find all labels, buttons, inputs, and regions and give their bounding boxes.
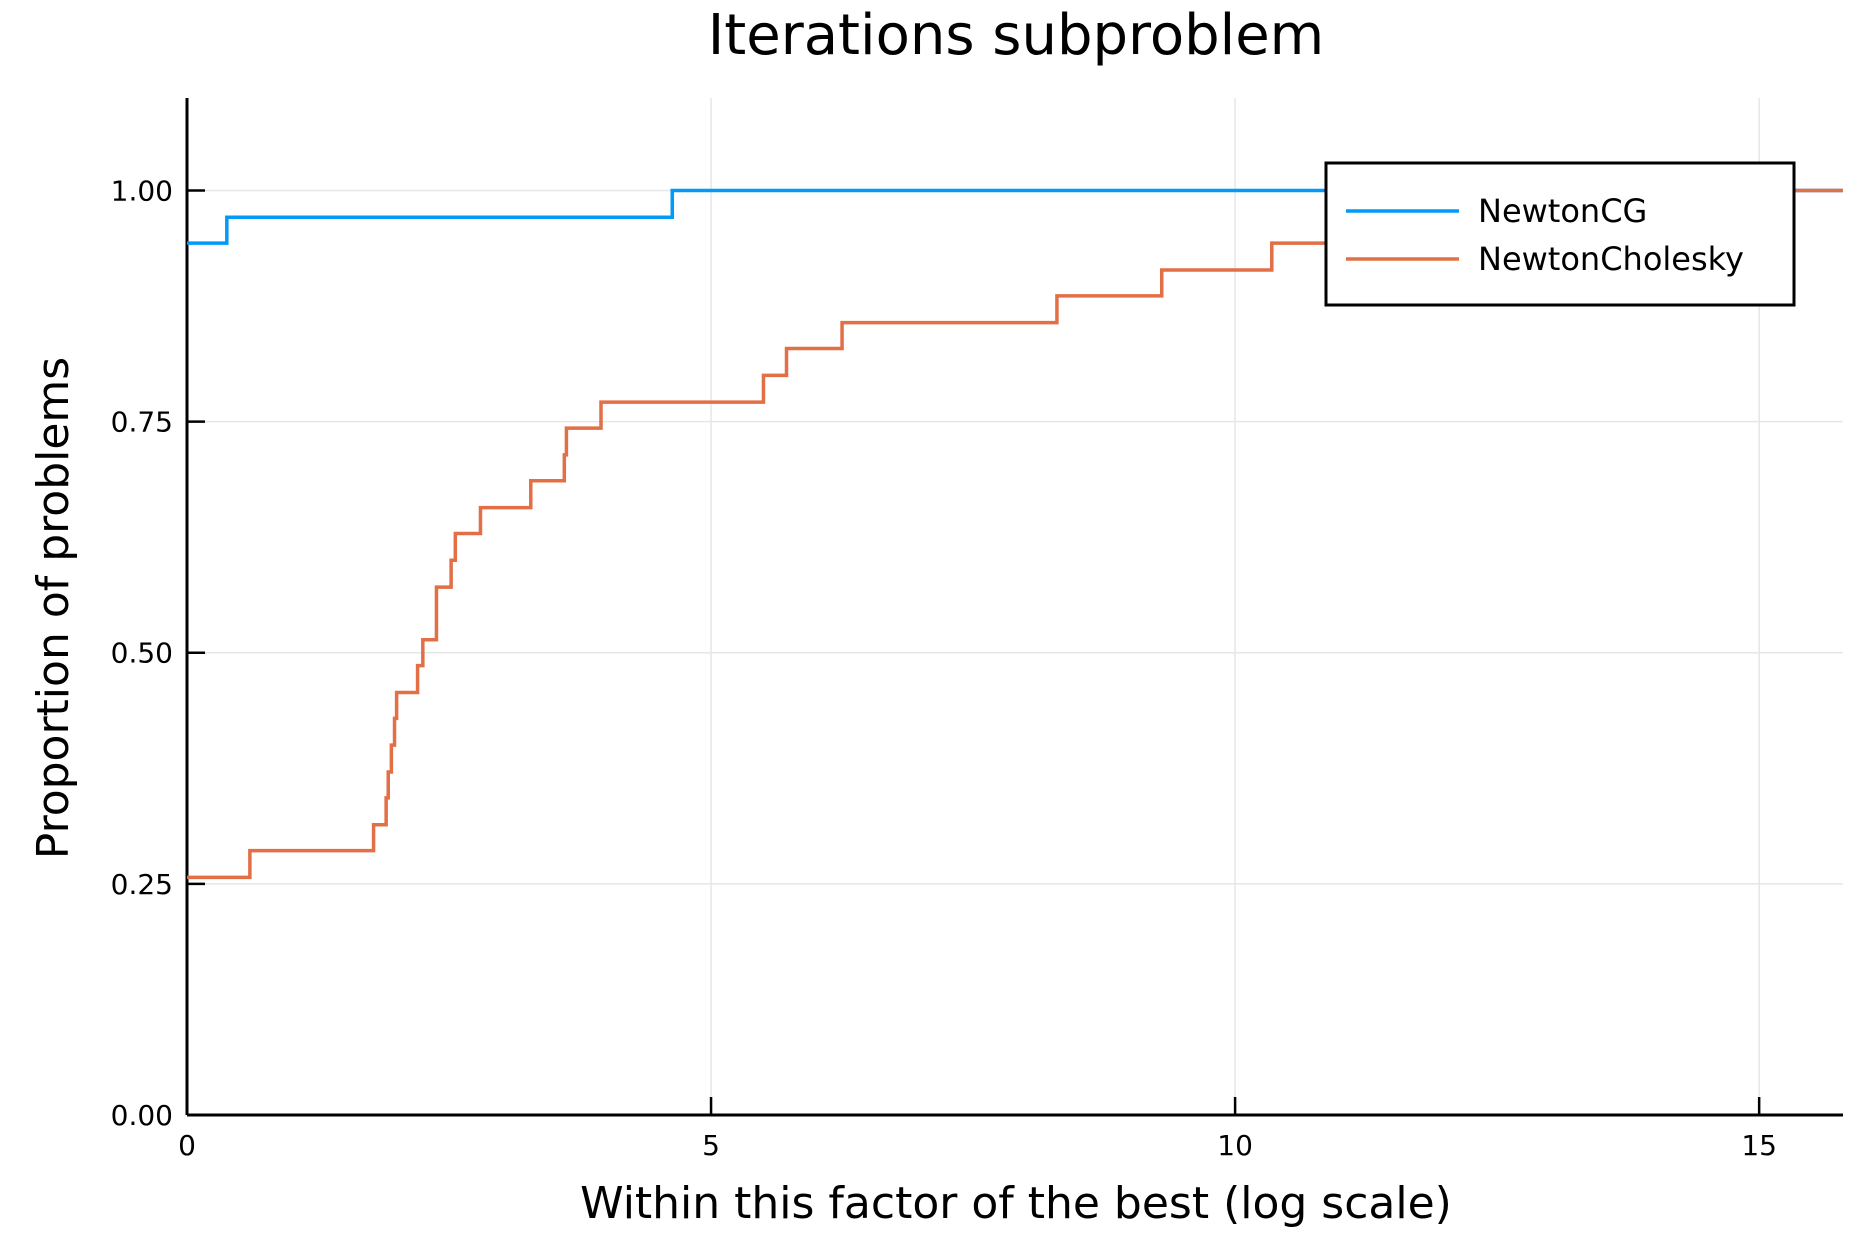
x-tick-label: 10	[1217, 1129, 1253, 1162]
legend-box	[1324, 161, 1796, 307]
y-tick-label: 0.75	[111, 406, 173, 439]
tick-labels: 0 5 10 15 0.00 0.25 0.50 0.75 1.00	[111, 174, 1777, 1162]
y-tick-label: 0.50	[111, 637, 173, 670]
legend-label-newtoncholesky: NewtonCholesky	[1478, 240, 1744, 278]
legend: NewtonCG NewtonCholesky	[1324, 161, 1796, 307]
x-tick-label: 5	[702, 1129, 720, 1162]
x-tick-label: 15	[1741, 1129, 1777, 1162]
axes	[185, 98, 1843, 1117]
y-tick-label: 0.25	[111, 868, 173, 901]
y-tick-label: 1.00	[111, 174, 173, 207]
series	[187, 188, 1843, 880]
y-axis-label: Proportion of problems	[28, 357, 79, 859]
x-axis-label: Within this factor of the best (log scal…	[580, 1178, 1452, 1229]
series-line-newtoncholesky	[187, 188, 1843, 880]
x-tick-label: 0	[178, 1129, 196, 1162]
chart-title: Iterations subproblem	[708, 3, 1324, 68]
y-tick-label: 0.00	[111, 1099, 173, 1132]
series-line-newtoncg	[187, 188, 1843, 245]
legend-label-newtoncg: NewtonCG	[1478, 192, 1647, 230]
